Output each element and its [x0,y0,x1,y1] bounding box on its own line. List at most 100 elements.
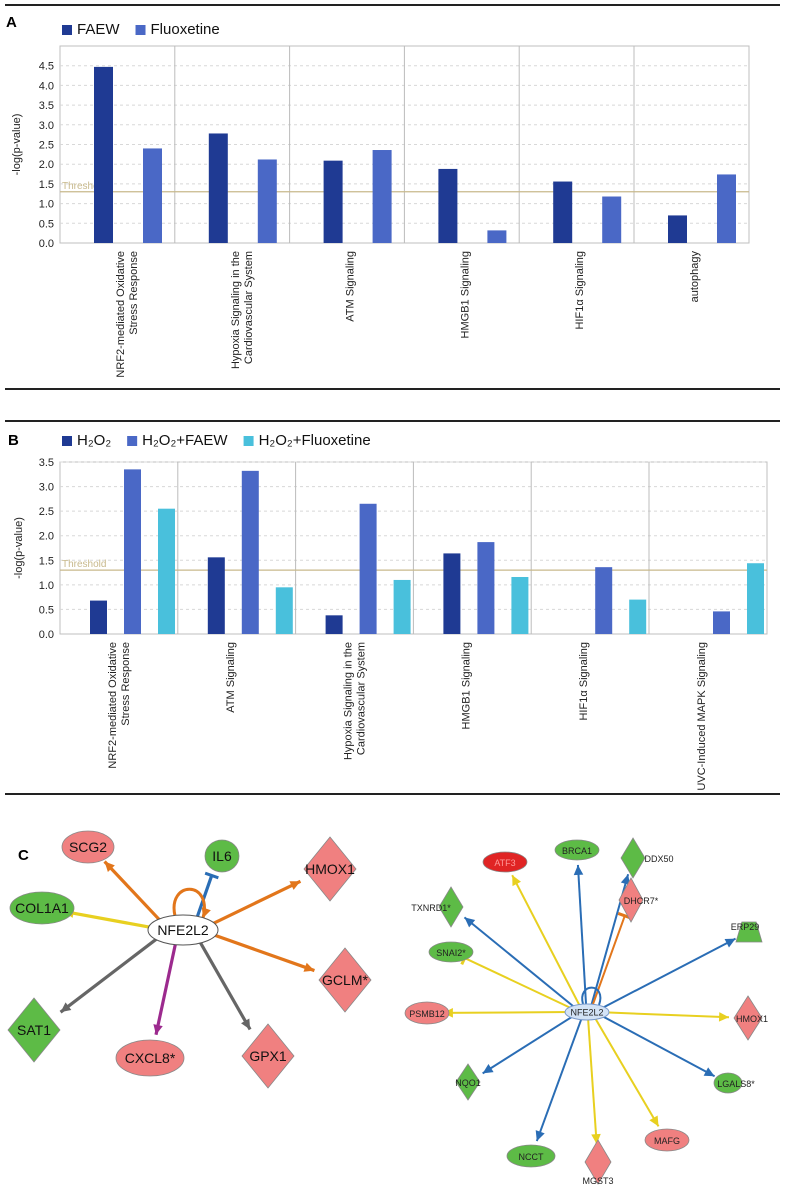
bar [257,159,277,243]
node-shape [115,1039,185,1077]
bar [487,230,507,243]
node-shape [61,830,115,864]
bar [208,133,228,243]
bar [207,557,225,634]
divider-rule-1 [5,388,780,390]
category-label-line: NRF2-mediated Oxidative [115,251,127,378]
y-tick-label: 0.0 [39,238,54,250]
category-label: HMGB1 Signaling [459,251,471,338]
y-tick-label: 3.5 [39,457,54,469]
node-shape [644,1128,690,1152]
edge-arrowhead [703,1067,715,1077]
category-label-line: Hypoxia Signaling in the [343,642,355,760]
bar [323,160,343,243]
node-label-mafg: MAFG [654,1136,680,1146]
legend-swatch [127,436,138,446]
y-tick-label: 3.0 [39,482,54,494]
edge-arrowhead [718,1012,730,1022]
network-right: ATF3 BRCA1 DDX50 DHCR7* TXNRD1* ERP29 SNAI2* HM… [404,837,768,1186]
node-shape [318,947,372,1013]
node-label-ncct: NCCT [519,1152,544,1162]
category-label-line: HMGB1 Signaling [459,251,471,338]
node-label-col1a1: COL1A1 [15,900,69,916]
edge-arrowhead [241,1018,251,1030]
panel-a-letter: A [6,14,17,31]
edge-hmox1 [602,1011,730,1019]
edge-scg2 [103,860,162,922]
node-shape [620,837,646,879]
legend-label: H₂O₂+Fluoxetine [259,432,371,449]
category-label-line: HMGB1 Signaling [460,642,472,729]
bar [602,196,622,243]
edge-col1a1 [63,909,154,930]
category-label: HMGB1 Signaling [460,642,472,729]
node-label-psmb12: PSMB12 [409,1009,445,1019]
category-label-line: ATM Signaling [345,251,357,322]
bar [477,542,495,634]
node-shape [404,1001,450,1025]
y-tick-label: 2.5 [39,140,54,152]
edge-psmb12 [442,1011,572,1014]
hub-node [147,914,219,946]
edge-arrowhead [573,864,584,876]
y-tick-label: 1.5 [39,555,54,567]
legend-swatch [62,25,72,35]
category-label: Hypoxia Signaling in the Cardiovascular S… [230,251,255,369]
node-label-sat1: SAT1 [17,1022,51,1038]
node-label-scg2: SCG2 [69,839,107,855]
hub-label: NFE2L2 [157,922,209,938]
bar [143,148,162,243]
node-label-brca1: BRCA1 [562,846,592,856]
y-tick-label: 0.5 [39,604,54,616]
bar [325,615,343,634]
bar [629,599,647,634]
network-left: IL6 SCG2 HMOX1 COL1A1 GCLM* SAT1 CXCL8* GPX1 NFE… [7,830,372,1089]
edge-arrowhead [724,938,736,948]
node-label-atf3: ATF3 [494,858,515,868]
category-label-line: Cardiovascular System [356,642,368,755]
category-label-line: HIF1α Signaling [574,251,586,330]
node-label-gclm: GCLM* [322,972,368,988]
edge-sat1 [59,936,160,1014]
panel-c-letter: C [18,847,29,864]
self-loop [581,986,602,1006]
y-axis-label: -log(p-value) [13,517,25,579]
bar [393,579,411,634]
y-tick-label: 1.5 [39,179,54,191]
bar [553,181,573,243]
edge-arrowhead [482,1064,494,1074]
bar [713,611,730,634]
divider-rule-2 [5,420,780,422]
node-shape [482,851,528,873]
legend-swatch [243,436,254,446]
node-shape [204,839,240,873]
bar [241,470,259,634]
top-rule [5,4,780,6]
chart-b: H₂O₂ H₂O₂+FAEW H₂O₂+Fluoxetine 0.0 0.5 1.0 1.5… [13,432,768,791]
node-label-txnrd1: TXNRD1* [411,903,451,913]
edge-ncct [535,1019,583,1142]
category-label-line: Cardiovascular System [243,251,255,364]
edge-brca1 [576,864,588,1005]
category-label: autophagy [689,251,701,303]
chart-a: FAEW Fluoxetine 0.0 0.5 1.0 1.5 2.0 2.5 3.0 3.5 4.… [11,21,750,378]
y-tick-label: 3.5 [39,100,54,112]
node-label-hmox1: HMOX1 [305,861,355,877]
threshold-label: Threshold [62,181,106,192]
node-label-gpx1: GPX1 [249,1048,287,1064]
legend-label: Fluoxetine [151,21,220,38]
edge-arrowhead [591,1133,601,1145]
node-shape [9,891,75,925]
edge-gclm [211,932,315,973]
node-shape [584,1139,612,1185]
node-label-cxcl8: CXCL8* [125,1050,176,1066]
y-tick-label: 2.0 [39,159,54,171]
edge-mgst3 [587,1019,598,1145]
category-label: ATM Signaling [345,251,357,322]
edge-arrowhead [620,874,631,886]
category-label-line: Stress Response [120,642,132,726]
divider-rule-3 [5,793,780,795]
node-shape [735,921,763,943]
edge-il6 [195,874,214,919]
bar [438,168,458,243]
